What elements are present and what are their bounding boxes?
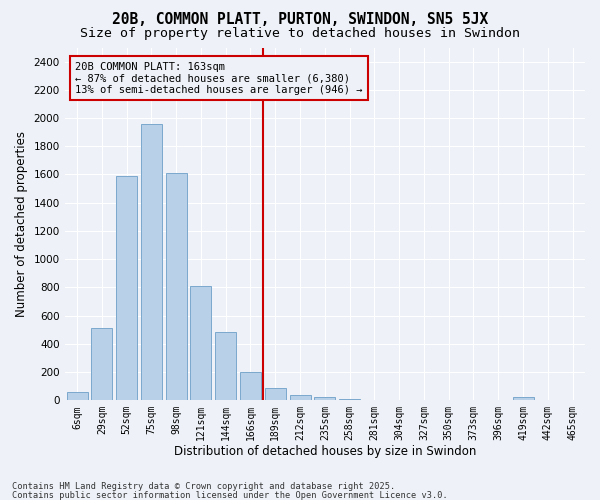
Bar [116,176,137,400]
Bar [215,332,236,400]
Text: Contains HM Land Registry data © Crown copyright and database right 2025.: Contains HM Land Registry data © Crown c… [12,482,395,491]
Bar [290,394,311,400]
Text: 20B, COMMON PLATT, PURTON, SWINDON, SN5 5JX: 20B, COMMON PLATT, PURTON, SWINDON, SN5 … [112,12,488,28]
Y-axis label: Number of detached properties: Number of detached properties [15,131,28,317]
Text: Contains public sector information licensed under the Open Government Licence v3: Contains public sector information licen… [12,490,448,500]
Bar [240,372,261,400]
Bar [314,398,335,400]
Bar [265,388,286,400]
Bar [141,124,162,400]
Text: 20B COMMON PLATT: 163sqm
← 87% of detached houses are smaller (6,380)
13% of sem: 20B COMMON PLATT: 163sqm ← 87% of detach… [75,62,362,95]
X-axis label: Distribution of detached houses by size in Swindon: Distribution of detached houses by size … [173,444,476,458]
Bar [67,392,88,400]
Bar [512,398,533,400]
Text: Size of property relative to detached houses in Swindon: Size of property relative to detached ho… [80,28,520,40]
Bar [91,328,112,400]
Bar [339,399,360,400]
Bar [190,286,211,400]
Bar [166,173,187,400]
